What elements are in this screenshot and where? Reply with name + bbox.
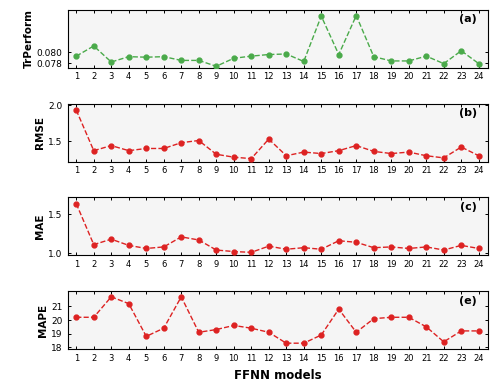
- Y-axis label: RMSE: RMSE: [36, 116, 46, 149]
- Text: (c): (c): [460, 202, 477, 212]
- Text: (e): (e): [459, 296, 477, 306]
- Text: (a): (a): [459, 14, 477, 24]
- Y-axis label: TrPerform: TrPerform: [24, 9, 34, 68]
- Y-axis label: MAE: MAE: [36, 214, 46, 239]
- Y-axis label: MAPE: MAPE: [38, 304, 48, 337]
- X-axis label: FFNN models: FFNN models: [234, 369, 322, 382]
- Text: (b): (b): [459, 108, 477, 118]
